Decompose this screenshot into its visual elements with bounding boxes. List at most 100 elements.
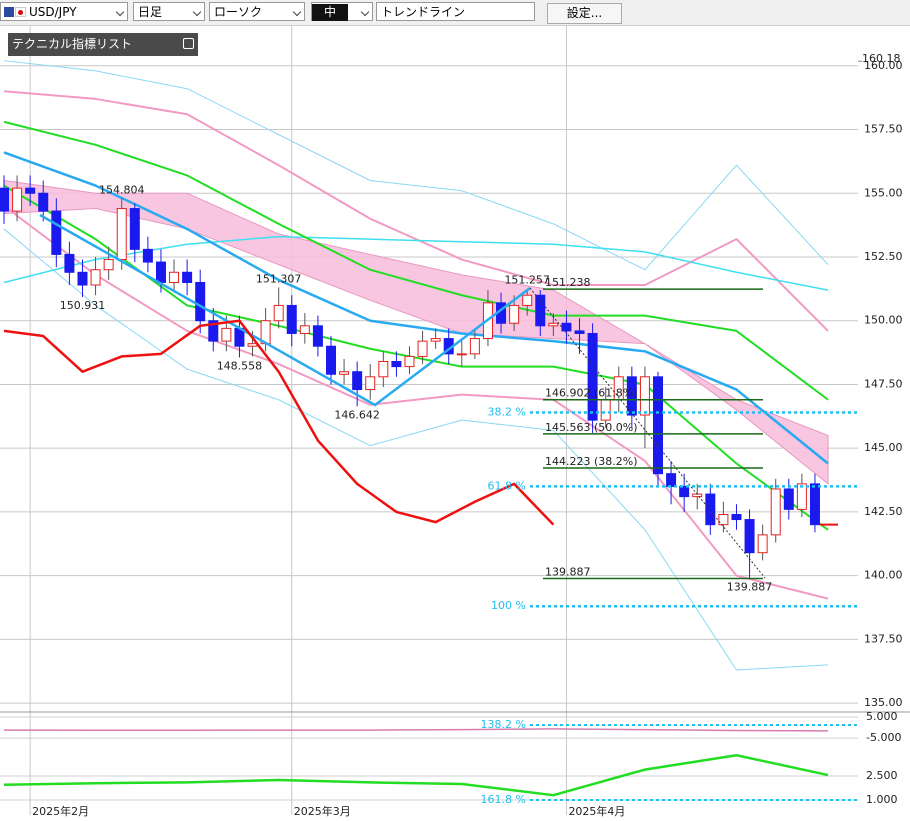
candle-body (522, 294, 533, 306)
candle-body (757, 534, 768, 554)
candle-body (221, 327, 232, 342)
panel-line (3, 753, 829, 797)
period-select[interactable]: 日足 (133, 2, 205, 21)
symbol-select[interactable]: USD/JPY (0, 2, 128, 21)
panel-tick-label: 2.500 (866, 769, 898, 782)
candle-body (129, 208, 140, 250)
candle-body (286, 304, 297, 334)
candle-body (326, 345, 336, 375)
candle-body (469, 338, 480, 355)
plot-area (0, 25, 858, 815)
candle-body (142, 248, 153, 263)
panel-tick-label: 1.000 (866, 793, 898, 806)
y-tick-label: 137.50 (864, 632, 903, 645)
candle-body (77, 271, 88, 286)
y-tick-label: 155.00 (864, 186, 903, 199)
panel-tick-label: -5.000 (866, 731, 901, 744)
candle-body (103, 259, 114, 271)
y-tick-label: 160.00 (864, 59, 903, 72)
panel-tick-label: 5.000 (866, 710, 898, 723)
candle-body (378, 361, 389, 378)
price-label: 146.642 (334, 408, 380, 421)
settings-button[interactable]: 設定... (547, 3, 622, 24)
flag-us (4, 7, 14, 17)
candle-body (731, 513, 742, 521)
collapse-icon[interactable] (183, 38, 194, 49)
marker-label: 160.18 (862, 52, 901, 65)
candle-body (90, 269, 101, 286)
candle-body (51, 210, 62, 255)
panel-line (3, 728, 829, 732)
ichimoku-cloud (3, 179, 829, 485)
period: 日足 (138, 5, 163, 19)
candle-body (796, 483, 807, 510)
candle-body (312, 325, 323, 347)
y-tick-label: 140.00 (864, 569, 903, 582)
candle-body (182, 271, 193, 283)
candle-body (535, 294, 546, 327)
candle-body (195, 281, 206, 322)
candle-body (404, 355, 415, 368)
flag-jp (15, 7, 26, 17)
tool: トレンドライン (381, 5, 466, 19)
trend-line (39, 213, 531, 407)
candle-body (574, 330, 585, 334)
candle-body (509, 304, 520, 324)
candle-body (430, 338, 441, 342)
toolbar: USD/JPY 日足 ローソク 中 トレンドライン 設定... (0, 0, 910, 26)
tool-select[interactable]: トレンドライン (376, 2, 535, 21)
candle-body (705, 493, 716, 526)
candle-body (339, 371, 350, 375)
candle-body (626, 376, 637, 416)
candle-body (64, 253, 75, 273)
candle-body (299, 325, 310, 334)
chart-type-select[interactable]: ローソク (209, 2, 305, 21)
candle-body (12, 187, 23, 212)
y-tick-label: 147.50 (864, 377, 903, 390)
symbol: USD/JPY (29, 5, 77, 19)
candle-body (809, 483, 820, 526)
indicator-line (3, 235, 829, 291)
price-label: 139.887 (727, 581, 773, 594)
percent-label: 61.8 % (488, 479, 526, 492)
percent-label: 100 % (491, 599, 526, 612)
candle-body (587, 332, 598, 421)
candle-body (666, 473, 677, 487)
candle-body (273, 304, 284, 322)
candle-body (548, 322, 559, 327)
fib-label: 145.563 (50.0%) (545, 421, 638, 434)
size: 中 (312, 4, 349, 21)
candle-body (0, 187, 9, 212)
price-label: 151.257 (504, 274, 550, 287)
candle-body (352, 371, 363, 391)
candle-body (718, 513, 729, 526)
candle-body (456, 353, 467, 356)
indicator-list[interactable]: テクニカル指標リスト (8, 33, 198, 56)
chart-type: ローソク (214, 5, 263, 19)
lagging-line (3, 319, 555, 526)
y-tick-label: 150.00 (864, 314, 903, 327)
candle-body (169, 271, 180, 283)
fib-label: 151.238 (545, 276, 591, 289)
fib-label: 144.223 (38.2%) (545, 455, 638, 468)
y-tick-label: 157.50 (864, 123, 903, 136)
candle-body (679, 485, 690, 498)
indicator-line (3, 205, 829, 600)
price-label: 151.307 (256, 272, 302, 285)
candle-body (116, 208, 127, 261)
y-tick-label: 145.00 (864, 441, 903, 454)
price-label: 148.558 (217, 359, 263, 372)
candle-body (365, 376, 376, 391)
y-tick-label: 152.50 (864, 250, 903, 263)
fib-label: 146.902 (61.8%) (545, 387, 638, 400)
candle-body (25, 187, 36, 194)
panel-level-label: 161.8 % (481, 793, 526, 806)
panel-level-label: 138.2 % (481, 718, 526, 731)
candle-body (653, 376, 663, 475)
indicator-line (3, 151, 829, 465)
candle-body (391, 361, 402, 368)
price-label: 154.804 (99, 183, 145, 196)
size-select[interactable]: 中 (311, 2, 373, 21)
